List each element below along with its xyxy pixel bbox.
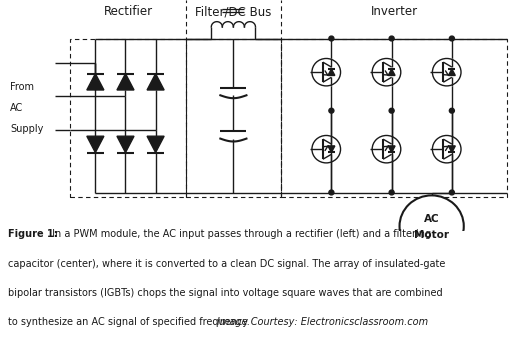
Polygon shape: [448, 69, 455, 76]
Circle shape: [329, 190, 334, 195]
Polygon shape: [87, 74, 104, 90]
Circle shape: [329, 36, 334, 41]
Text: Rectifier: Rectifier: [103, 5, 152, 18]
Polygon shape: [117, 74, 134, 90]
Text: Inverter: Inverter: [371, 5, 418, 18]
Polygon shape: [328, 69, 335, 76]
Circle shape: [329, 108, 334, 113]
Text: Motor: Motor: [414, 230, 449, 240]
Polygon shape: [448, 146, 455, 153]
Circle shape: [449, 36, 454, 41]
Bar: [281, 38, 507, 197]
Polygon shape: [388, 69, 395, 76]
Text: AC: AC: [10, 103, 23, 113]
Text: Filter/DC Bus: Filter/DC Bus: [195, 5, 271, 18]
Text: to synthesize an AC signal of specified frequency.: to synthesize an AC signal of specified …: [8, 317, 253, 327]
Text: AC: AC: [424, 215, 440, 224]
Circle shape: [389, 36, 394, 41]
Circle shape: [389, 108, 394, 113]
Bar: [70, 38, 186, 197]
Polygon shape: [117, 136, 134, 153]
Text: Figure 1:: Figure 1:: [8, 230, 57, 239]
Text: capacitor (center), where it is converted to a clean DC signal. The array of ins: capacitor (center), where it is converte…: [8, 259, 445, 269]
Circle shape: [389, 190, 394, 195]
Text: In a PWM module, the AC input passes through a rectifier (left) and a filtering: In a PWM module, the AC input passes thr…: [49, 230, 431, 239]
Bar: [186, 38, 281, 197]
Polygon shape: [388, 146, 395, 153]
Polygon shape: [87, 136, 104, 153]
Circle shape: [399, 195, 464, 257]
Circle shape: [449, 190, 454, 195]
Text: bipolar transistors (IGBTs) chops the signal into voltage square waves that are : bipolar transistors (IGBTs) chops the si…: [8, 288, 443, 298]
Text: Supply: Supply: [10, 124, 43, 134]
Polygon shape: [147, 136, 164, 153]
Circle shape: [449, 108, 454, 113]
Text: From: From: [10, 82, 34, 92]
Polygon shape: [147, 74, 164, 90]
Polygon shape: [328, 146, 335, 153]
Text: Image Courtesy: Electronicsclassroom.com: Image Courtesy: Electronicsclassroom.com: [217, 317, 428, 327]
